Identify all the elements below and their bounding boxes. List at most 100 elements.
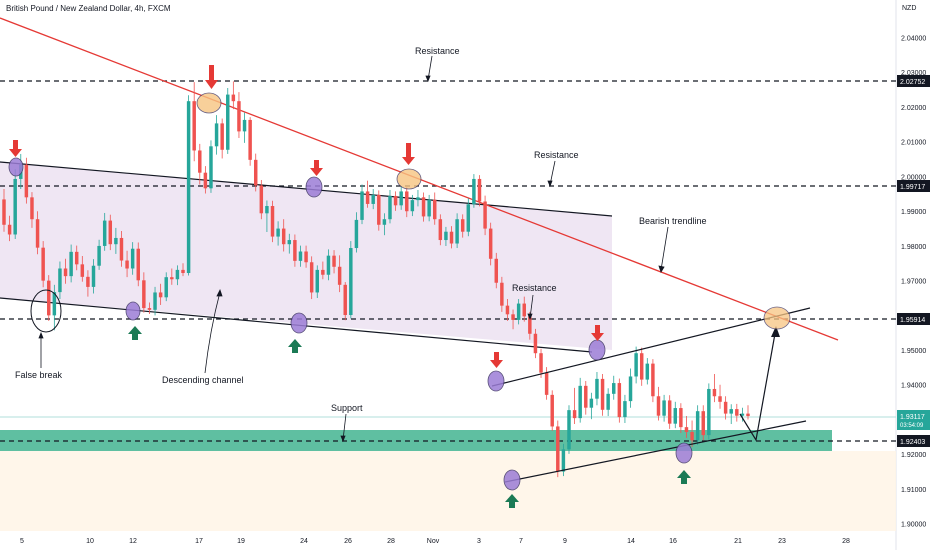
price-tick-label: 2.03000 [901, 70, 926, 77]
candle-body [74, 251, 79, 265]
candle-body [718, 396, 722, 402]
orange-touch-marker [396, 168, 422, 190]
candle-body [528, 316, 532, 334]
candle-body [371, 194, 375, 204]
time-tick-label: 28 [387, 538, 395, 545]
countdown-timer: 03:54:09 [900, 423, 924, 429]
price-tick-label: 1.95000 [901, 348, 926, 355]
candle-body [349, 248, 353, 316]
annotation-bearish-trendline: Bearish trendline [639, 216, 707, 226]
candle-body [47, 280, 51, 316]
candle-body [158, 292, 163, 298]
time-tick-label: 26 [344, 538, 352, 545]
candle-body [701, 411, 705, 436]
time-tick-label: Nov [427, 538, 440, 545]
time-tick-label: 17 [195, 538, 203, 545]
candle-body [606, 393, 610, 410]
candle-body [511, 314, 515, 320]
candle-body [651, 363, 655, 397]
candle-body [175, 269, 180, 280]
time-tick-label: 3 [477, 538, 481, 545]
up-arrows [128, 326, 691, 508]
candle-body [617, 383, 622, 418]
candle-body [114, 237, 118, 245]
candle-body [628, 376, 633, 402]
price-tick-label: 1.97000 [901, 279, 926, 286]
candle-body [690, 432, 694, 441]
candle-body [544, 372, 549, 395]
candle-body [259, 185, 264, 214]
candle-body [52, 292, 57, 316]
candle-body [153, 292, 157, 310]
down-arrow-icon [205, 65, 218, 89]
candle-body [326, 255, 331, 275]
candle-body [242, 119, 247, 132]
candle-body [494, 258, 499, 283]
candle-body [600, 378, 605, 410]
candle-body [97, 245, 101, 266]
candle-body [170, 277, 174, 280]
price-tick-label: 1.91000 [901, 487, 926, 494]
candle-body [198, 150, 202, 173]
candle-body [466, 204, 471, 232]
candle-body [516, 303, 521, 320]
time-tick-label: 16 [669, 538, 677, 545]
candle-body [7, 224, 12, 235]
price-tick-label: 1.99000 [901, 209, 926, 216]
level-label: 1.92403 [900, 439, 925, 446]
level-labels: 2.02752 1.99717 1.95914 1.92403 [897, 75, 930, 447]
rising-channel-upper [491, 307, 811, 387]
price-tick-label: 1.98000 [901, 244, 926, 251]
candle-body [405, 191, 409, 212]
candle-body [673, 408, 678, 424]
candle-body [399, 191, 403, 206]
candle-body [539, 353, 543, 373]
price-tick-label: 2.00000 [901, 174, 926, 181]
annotation-false-break: False break [15, 370, 63, 380]
candle-body [354, 219, 359, 249]
candle-body [298, 251, 303, 261]
candle-body [102, 220, 107, 246]
price-tick-label: 2.04000 [901, 36, 926, 43]
candle-body [220, 123, 224, 150]
candle-body [58, 268, 62, 293]
candle-body [293, 240, 297, 261]
candle-body [365, 191, 370, 204]
price-tick-label: 2.01000 [901, 140, 926, 147]
annotation-support: Support [331, 403, 363, 413]
annotation-resistance-mid: Resistance [534, 150, 579, 160]
time-tick-label: 9 [563, 538, 567, 545]
candle-body [712, 388, 717, 397]
up-arrow-icon [128, 326, 142, 340]
candle-body [281, 228, 286, 245]
level-label: 1.99717 [900, 184, 925, 191]
chart-title: British Pound / New Zealand Dollar, 4h, … [6, 4, 171, 13]
candle-body [567, 410, 571, 450]
candle-body [584, 385, 588, 408]
candle-body [421, 197, 426, 217]
time-tick-label: 10 [86, 538, 94, 545]
candle-body [522, 303, 526, 317]
candle-body [533, 333, 538, 354]
lower-shading [0, 451, 896, 531]
candle-body [477, 178, 482, 202]
candle-body [444, 231, 448, 241]
candle-body [142, 280, 146, 309]
candle-body [472, 178, 476, 205]
candle-body [304, 251, 308, 263]
time-axis-ticks: 5 10 12 17 19 24 26 28 Nov 3 7 9 14 16 21 23 28 [20, 538, 850, 545]
projection-path [739, 327, 777, 442]
current-price-label: 1.93117 03:54:09 [897, 410, 930, 430]
down-arrow-icon [490, 352, 503, 368]
candle-body [2, 199, 6, 225]
purple-touch-marker [503, 469, 521, 491]
candle-body [108, 220, 113, 245]
purple-touch-marker [588, 339, 606, 361]
candle-body [393, 195, 398, 206]
price-tick-label: 2.02000 [901, 105, 926, 112]
candle-body [645, 363, 650, 380]
candle-body [226, 94, 230, 150]
candle-body [69, 251, 73, 277]
down-arrow-icon [310, 160, 323, 176]
